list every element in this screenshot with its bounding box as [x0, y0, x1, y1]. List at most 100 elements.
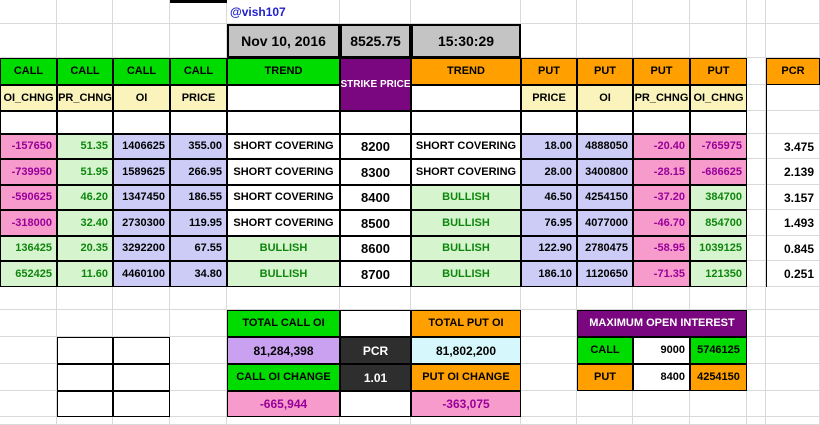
spacer-cell[interactable]: [690, 111, 747, 134]
max-oi-call-strike[interactable]: 9000: [633, 337, 690, 364]
put-oi-chng-cell[interactable]: 384700: [690, 185, 747, 210]
call-oi-chng-cell[interactable]: -157650: [0, 134, 57, 159]
call-oi-cell[interactable]: 4460100: [113, 261, 170, 287]
call-group-header[interactable]: CALL: [113, 58, 170, 85]
call-trend-cell[interactable]: SHORT COVERING: [227, 134, 340, 159]
call-price-cell[interactable]: 67.55: [170, 236, 227, 261]
call-pr-chng-cell[interactable]: 51.35: [57, 134, 113, 159]
put-pr-chng-cell[interactable]: -58.95: [633, 236, 690, 261]
summary-empty-cell[interactable]: [340, 391, 411, 417]
empty-cell[interactable]: [57, 337, 113, 364]
put-oi-cell[interactable]: 4077000: [577, 210, 633, 236]
call-oi-chng-cell[interactable]: -590625: [0, 185, 57, 210]
call-oi-chng-header[interactable]: OI_CHNG: [0, 85, 57, 111]
put-group-header[interactable]: PUT: [577, 58, 633, 85]
put-oi-cell[interactable]: 1120650: [577, 261, 633, 287]
pcr-header[interactable]: PCR: [766, 58, 820, 85]
call-oi-cell[interactable]: 3292200: [113, 236, 170, 261]
strike-price-header[interactable]: STRIKE PRICE: [340, 58, 411, 111]
total-call-oi-label[interactable]: TOTAL CALL OI: [227, 310, 340, 337]
call-trend-header[interactable]: TREND: [227, 58, 340, 85]
max-oi-title[interactable]: MAXIMUM OPEN INTEREST: [577, 310, 747, 337]
call-trend-cell[interactable]: SHORT COVERING: [227, 185, 340, 210]
max-oi-put-label[interactable]: PUT: [577, 364, 633, 391]
total-put-oi-value[interactable]: 81,802,200: [411, 337, 521, 364]
summary-empty-cell[interactable]: [340, 310, 411, 337]
put-oi-chng-cell[interactable]: 1039125: [690, 236, 747, 261]
pcr-cell[interactable]: 0.251: [783, 267, 814, 281]
call-oi-cell[interactable]: 1406625: [113, 134, 170, 159]
put-trend-cell[interactable]: BULLISH: [411, 185, 521, 210]
max-oi-call-label[interactable]: CALL: [577, 337, 633, 364]
spacer-cell[interactable]: [170, 111, 227, 134]
empty-cell[interactable]: [113, 391, 170, 417]
strike-cell[interactable]: 8700: [340, 261, 411, 287]
strike-cell[interactable]: 8600: [340, 236, 411, 261]
spacer-cell[interactable]: [0, 111, 57, 134]
put-oi-change-label[interactable]: PUT OI CHANGE: [411, 364, 521, 391]
put-trend-cell[interactable]: BULLISH: [411, 236, 521, 261]
put-group-header[interactable]: PUT: [690, 58, 747, 85]
call-pr-chng-cell[interactable]: 46.20: [57, 185, 113, 210]
total-call-oi-value[interactable]: 81,284,398: [227, 337, 340, 364]
put-price-cell[interactable]: 46.50: [521, 185, 577, 210]
call-trend-cell[interactable]: BULLISH: [227, 261, 340, 287]
call-trend-cell[interactable]: SHORT COVERING: [227, 210, 340, 236]
call-price-cell[interactable]: 355.00: [170, 134, 227, 159]
put-pr-chng-cell[interactable]: -71.35: [633, 261, 690, 287]
empty-cell[interactable]: [113, 337, 170, 364]
spacer-cell[interactable]: [113, 111, 170, 134]
date-cell[interactable]: Nov 10, 2016: [227, 24, 340, 58]
put-price-cell[interactable]: 28.00: [521, 159, 577, 185]
call-pr-chng-header[interactable]: PR_CHNG: [57, 85, 113, 111]
empty-cell[interactable]: [57, 391, 113, 417]
spacer-cell[interactable]: [227, 111, 340, 134]
put-oi-cell[interactable]: 4254150: [577, 185, 633, 210]
put-group-header[interactable]: PUT: [633, 58, 690, 85]
time-cell[interactable]: 15:30:29: [411, 24, 521, 58]
put-price-cell[interactable]: 18.00: [521, 134, 577, 159]
call-pr-chng-cell[interactable]: 11.60: [57, 261, 113, 287]
put-pr-chng-cell[interactable]: -20.40: [633, 134, 690, 159]
put-oi-cell[interactable]: 4888050: [577, 134, 633, 159]
put-price-cell[interactable]: 186.10: [521, 261, 577, 287]
put-trend-subheader-cell[interactable]: [411, 85, 521, 111]
put-pr-chng-header[interactable]: PR_CHNG: [633, 85, 690, 111]
call-oi-cell[interactable]: 1347450: [113, 185, 170, 210]
pcr-cell[interactable]: 3.157: [783, 190, 814, 205]
max-oi-call-value[interactable]: 5746125: [690, 337, 747, 364]
put-trend-cell[interactable]: SHORT COVERING: [411, 134, 521, 159]
pcr-cell[interactable]: 0.845: [783, 241, 814, 256]
call-oi-change-value[interactable]: -665,944: [227, 391, 340, 417]
pcr-cell[interactable]: 2.139: [783, 165, 814, 179]
put-pr-chng-cell[interactable]: -37.20: [633, 185, 690, 210]
put-oi-chng-cell[interactable]: 854700: [690, 210, 747, 236]
call-price-cell[interactable]: 119.95: [170, 210, 227, 236]
call-oi-chng-cell[interactable]: -739950: [0, 159, 57, 185]
put-oi-chng-header[interactable]: OI_CHNG: [690, 85, 747, 111]
put-trend-cell[interactable]: BULLISH: [411, 210, 521, 236]
pcr-box-label[interactable]: PCR: [340, 337, 411, 364]
put-trend-cell[interactable]: BULLISH: [411, 261, 521, 287]
put-price-cell[interactable]: 122.90: [521, 236, 577, 261]
call-oi-chng-cell[interactable]: 652425: [0, 261, 57, 287]
strike-cell[interactable]: 8200: [340, 134, 411, 159]
pcr-cell[interactable]: 3.475: [783, 139, 814, 154]
call-oi-cell[interactable]: 2730300: [113, 210, 170, 236]
index-value-cell[interactable]: 8525.75: [340, 24, 411, 58]
spacer-cell[interactable]: [521, 111, 577, 134]
call-oi-chng-cell[interactable]: -318000: [0, 210, 57, 236]
call-group-header[interactable]: CALL: [57, 58, 113, 85]
put-price-cell[interactable]: 76.95: [521, 210, 577, 236]
call-group-header[interactable]: CALL: [170, 58, 227, 85]
empty-cell[interactable]: [57, 364, 113, 391]
call-oi-chng-cell[interactable]: 136425: [0, 236, 57, 261]
put-oi-chng-cell[interactable]: -765975: [690, 134, 747, 159]
spacer-cell[interactable]: [633, 111, 690, 134]
empty-cell[interactable]: [113, 364, 170, 391]
put-oi-header[interactable]: OI: [577, 85, 633, 111]
call-price-cell[interactable]: 186.55: [170, 185, 227, 210]
spacer-cell[interactable]: [411, 111, 521, 134]
strike-cell[interactable]: 8400: [340, 185, 411, 210]
call-price-header[interactable]: PRICE: [170, 85, 227, 111]
